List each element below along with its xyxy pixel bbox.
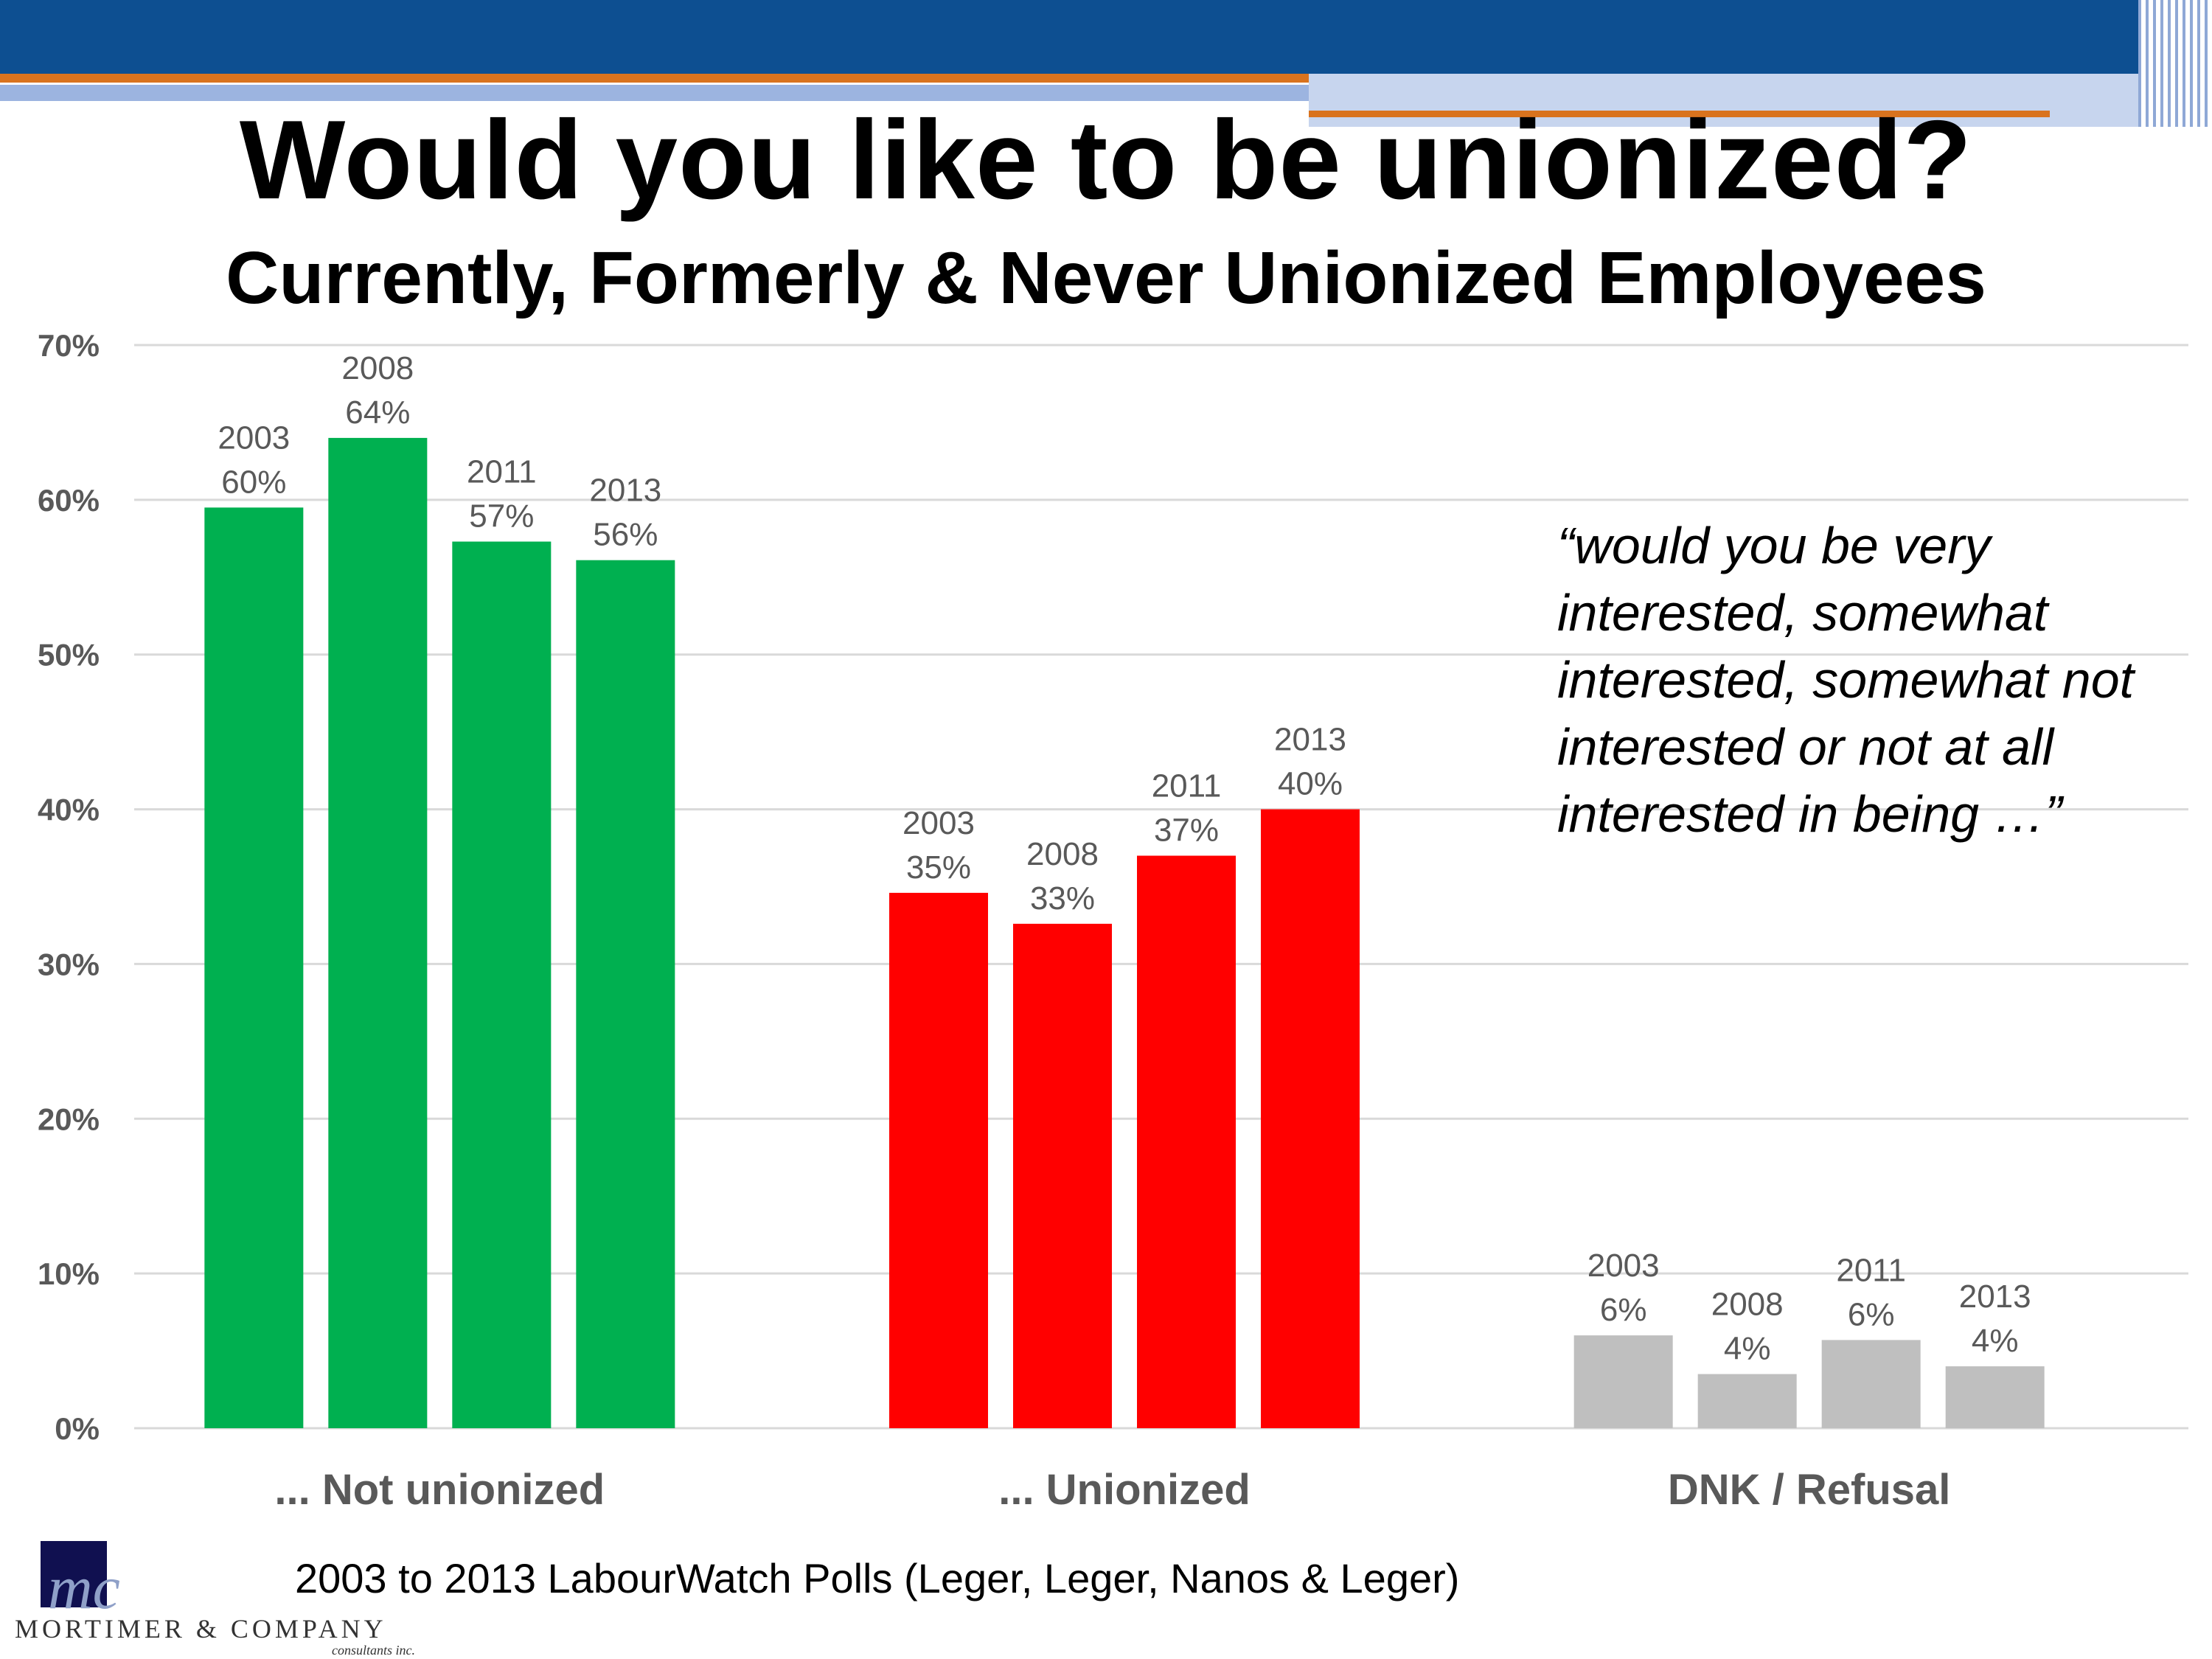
y-tick-label: 20% bbox=[38, 1102, 100, 1136]
x-category-label: DNK / Refusal bbox=[1668, 1466, 1951, 1514]
header-bar bbox=[0, 0, 2212, 74]
slide-title: Would you like to be unionized? bbox=[239, 97, 1973, 223]
bar-year-label: 2008 bbox=[1026, 836, 1099, 872]
bar-value-label: 6% bbox=[1600, 1292, 1647, 1328]
bar-value-label: 40% bbox=[1278, 766, 1343, 802]
bar bbox=[1945, 1366, 2045, 1428]
bar bbox=[1261, 809, 1360, 1428]
accent-panel bbox=[1309, 74, 2212, 127]
bar-value-label: 64% bbox=[345, 394, 410, 431]
bar-value-label: 6% bbox=[1848, 1296, 1895, 1332]
bar-year-label: 2003 bbox=[218, 420, 290, 456]
bar-year-label: 2003 bbox=[1587, 1248, 1660, 1284]
accent-stripe-light bbox=[0, 85, 1309, 101]
question-note: “would you be very interested, somewhat … bbox=[1557, 517, 2135, 843]
source-note: 2003 to 2013 LabourWatch Polls (Leger, L… bbox=[295, 1555, 1460, 1601]
bar-year-label: 2011 bbox=[1836, 1252, 1906, 1288]
y-tick-label: 50% bbox=[38, 638, 100, 672]
bar-value-label: 35% bbox=[906, 849, 971, 886]
bar bbox=[204, 507, 304, 1428]
bar-year-label: 2011 bbox=[1152, 768, 1222, 804]
y-tick-label: 60% bbox=[38, 483, 100, 518]
y-tick-label: 0% bbox=[55, 1411, 100, 1446]
bar-year-label: 2013 bbox=[1274, 722, 1346, 758]
bar bbox=[328, 437, 428, 1428]
logo-subtitle: consultants inc. bbox=[332, 1643, 415, 1658]
bar-year-label: 2013 bbox=[589, 473, 661, 509]
bar-value-label: 56% bbox=[593, 517, 658, 553]
y-tick-label: 40% bbox=[38, 793, 100, 827]
bar-value-label: 37% bbox=[1154, 813, 1219, 849]
y-tick-label: 10% bbox=[38, 1256, 100, 1291]
bar bbox=[1697, 1374, 1797, 1428]
accent-stripe-right bbox=[1309, 111, 2050, 117]
bar-value-label: 4% bbox=[1972, 1323, 2019, 1359]
accent-stripe bbox=[0, 74, 1309, 83]
bar bbox=[1821, 1340, 1921, 1428]
bar-value-label: 4% bbox=[1724, 1331, 1771, 1367]
bar-value-label: 57% bbox=[469, 498, 534, 535]
y-tick-label: 70% bbox=[38, 328, 100, 363]
logo-monogram: mc bbox=[48, 1554, 120, 1622]
bar-year-label: 2013 bbox=[1959, 1279, 2031, 1315]
x-category-label: ... Unionized bbox=[998, 1466, 1251, 1514]
slide-subtitle: Currently, Formerly & Never Unionized Em… bbox=[226, 237, 1986, 319]
logo-name: MORTIMER & COMPANY bbox=[15, 1614, 387, 1644]
bar bbox=[452, 541, 552, 1428]
bar-year-label: 2008 bbox=[1711, 1287, 1784, 1323]
bar bbox=[1573, 1335, 1673, 1428]
x-category-label: ... Not unionized bbox=[274, 1466, 605, 1514]
decorative-stripes bbox=[2138, 0, 2212, 127]
bar-value-label: 60% bbox=[221, 464, 286, 500]
logo-mark bbox=[41, 1541, 107, 1607]
bar bbox=[1137, 855, 1236, 1428]
bar bbox=[1013, 923, 1112, 1428]
bar bbox=[576, 560, 675, 1428]
bar bbox=[889, 892, 988, 1428]
bar-year-label: 2003 bbox=[902, 805, 975, 841]
bar-value-label: 33% bbox=[1030, 880, 1095, 917]
y-tick-label: 30% bbox=[38, 947, 100, 981]
company-logo: mc MORTIMER & COMPANY consultants inc. bbox=[15, 1530, 442, 1658]
bar-year-label: 2008 bbox=[341, 350, 414, 386]
bar-year-label: 2011 bbox=[467, 454, 537, 490]
